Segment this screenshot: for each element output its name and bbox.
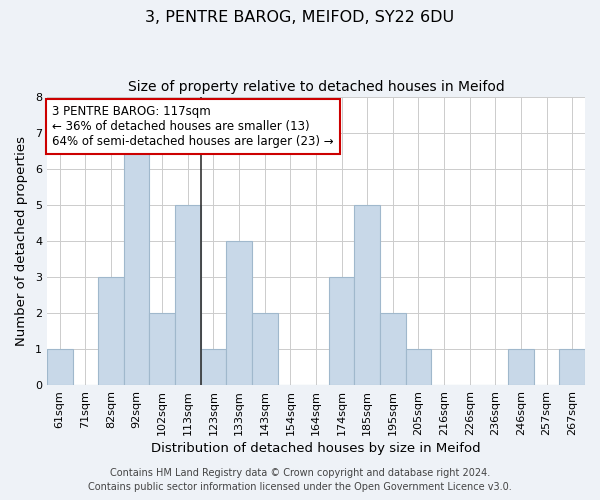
Text: 3 PENTRE BAROG: 117sqm
← 36% of detached houses are smaller (13)
64% of semi-det: 3 PENTRE BAROG: 117sqm ← 36% of detached… xyxy=(52,105,334,148)
Text: 3, PENTRE BAROG, MEIFOD, SY22 6DU: 3, PENTRE BAROG, MEIFOD, SY22 6DU xyxy=(145,10,455,25)
Bar xyxy=(329,277,355,385)
Text: Contains HM Land Registry data © Crown copyright and database right 2024.
Contai: Contains HM Land Registry data © Crown c… xyxy=(88,468,512,492)
X-axis label: Distribution of detached houses by size in Meifod: Distribution of detached houses by size … xyxy=(151,442,481,455)
Bar xyxy=(559,349,585,385)
Y-axis label: Number of detached properties: Number of detached properties xyxy=(15,136,28,346)
Bar xyxy=(149,313,175,385)
Bar xyxy=(98,277,124,385)
Bar xyxy=(252,313,278,385)
Bar xyxy=(508,349,534,385)
Title: Size of property relative to detached houses in Meifod: Size of property relative to detached ho… xyxy=(128,80,505,94)
Bar xyxy=(175,205,200,385)
Bar xyxy=(226,241,252,385)
Bar xyxy=(200,349,226,385)
Bar xyxy=(355,205,380,385)
Bar xyxy=(406,349,431,385)
Bar xyxy=(47,349,73,385)
Bar xyxy=(380,313,406,385)
Bar xyxy=(124,132,149,385)
